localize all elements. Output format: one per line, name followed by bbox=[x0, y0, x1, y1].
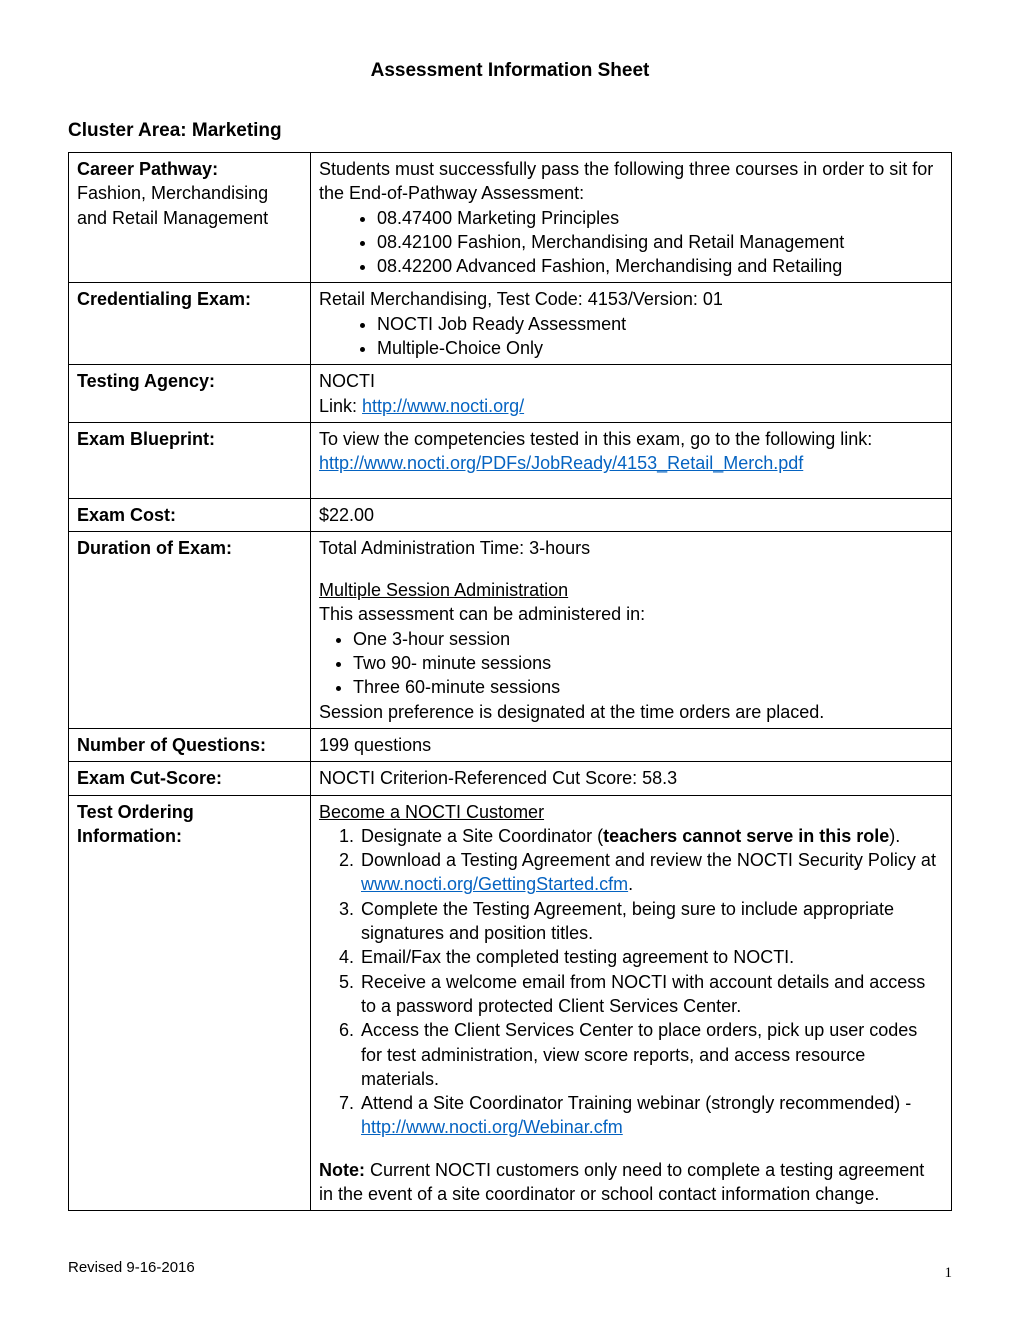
table-row: Testing Agency: NOCTI Link: http://www.n… bbox=[69, 365, 952, 423]
note-label: Note: bbox=[319, 1160, 365, 1180]
list-item: Multiple-Choice Only bbox=[377, 336, 943, 360]
row-label-numq: Number of Questions: bbox=[69, 728, 311, 761]
row-value-numq: 199 questions bbox=[311, 728, 952, 761]
spacer bbox=[319, 560, 943, 578]
row-label-ordering: Test Ordering Information: bbox=[69, 795, 311, 1211]
table-row: Career Pathway: Fashion, Merchandising a… bbox=[69, 153, 952, 283]
row-label-cost: Exam Cost: bbox=[69, 498, 311, 531]
row-value-blueprint: To view the competencies tested in this … bbox=[311, 422, 952, 498]
page-number: 1 bbox=[945, 1265, 953, 1282]
list-item: Access the Client Services Center to pla… bbox=[359, 1018, 943, 1091]
label-sub: Fashion, Merchandising and Retail Manage… bbox=[77, 183, 268, 227]
cluster-area: Cluster Area: Marketing bbox=[68, 120, 952, 142]
step-text: Attend a Site Coordinator Training webin… bbox=[361, 1093, 911, 1113]
intro-text: Retail Merchandising, Test Code: 4153/Ve… bbox=[319, 289, 723, 309]
link-prefix: Link: bbox=[319, 396, 362, 416]
list-item: Designate a Site Coordinator (teachers c… bbox=[359, 824, 943, 848]
list-item: Three 60-minute sessions bbox=[353, 675, 943, 699]
row-label-cutscore: Exam Cut-Score: bbox=[69, 762, 311, 795]
row-label-duration: Duration of Exam: bbox=[69, 531, 311, 728]
agency-name: NOCTI bbox=[319, 371, 375, 391]
row-value-career-pathway: Students must successfully pass the foll… bbox=[311, 153, 952, 283]
list-item: One 3-hour session bbox=[353, 627, 943, 651]
row-value-testing-agency: NOCTI Link: http://www.nocti.org/ bbox=[311, 365, 952, 423]
table-row: Test Ordering Information: Become a NOCT… bbox=[69, 795, 952, 1211]
row-label-blueprint: Exam Blueprint: bbox=[69, 422, 311, 498]
intro-text: Students must successfully pass the foll… bbox=[319, 159, 933, 203]
list-item: Download a Testing Agreement and review … bbox=[359, 848, 943, 897]
list-item: NOCTI Job Ready Assessment bbox=[377, 312, 943, 336]
label-text: Career Pathway: bbox=[77, 159, 218, 179]
list-item: Receive a welcome email from NOCTI with … bbox=[359, 970, 943, 1019]
session-sub: This assessment can be administered in: bbox=[319, 604, 645, 624]
row-label-testing-agency: Testing Agency: bbox=[69, 365, 311, 423]
session-heading: Multiple Session Administration bbox=[319, 580, 568, 600]
list-item: Email/Fax the completed testing agreemen… bbox=[359, 945, 943, 969]
table-row: Exam Cut-Score: NOCTI Criterion-Referenc… bbox=[69, 762, 952, 795]
note-text: Current NOCTI customers only need to com… bbox=[319, 1160, 924, 1204]
list-item: Attend a Site Coordinator Training webin… bbox=[359, 1091, 943, 1140]
intro-text: To view the competencies tested in this … bbox=[319, 429, 872, 449]
table-row: Number of Questions: 199 questions bbox=[69, 728, 952, 761]
list-item: Complete the Testing Agreement, being su… bbox=[359, 897, 943, 946]
table-row: Exam Cost: $22.00 bbox=[69, 498, 952, 531]
list-item: Two 90- minute sessions bbox=[353, 651, 943, 675]
page-title: Assessment Information Sheet bbox=[68, 60, 952, 82]
list-item: 08.42100 Fashion, Merchandising and Reta… bbox=[377, 230, 943, 254]
info-table: Career Pathway: Fashion, Merchandising a… bbox=[68, 152, 952, 1211]
nocti-link[interactable]: http://www.nocti.org/ bbox=[362, 396, 524, 416]
step-text: Download a Testing Agreement and review … bbox=[361, 850, 936, 870]
row-label-career-pathway: Career Pathway: Fashion, Merchandising a… bbox=[69, 153, 311, 283]
ordering-steps: Designate a Site Coordinator (teachers c… bbox=[319, 824, 943, 1140]
step-bold: teachers cannot serve in this role bbox=[603, 826, 889, 846]
getting-started-link[interactable]: www.nocti.org/GettingStarted.cfm bbox=[361, 874, 628, 894]
spacer bbox=[319, 1140, 943, 1158]
webinar-link[interactable]: http://www.nocti.org/Webinar.cfm bbox=[361, 1117, 623, 1137]
cluster-label: Cluster Area: bbox=[68, 120, 187, 141]
row-value-duration: Total Administration Time: 3-hours Multi… bbox=[311, 531, 952, 728]
list-item: 08.42200 Advanced Fashion, Merchandising… bbox=[377, 254, 943, 278]
session-list: One 3-hour session Two 90- minute sessio… bbox=[319, 627, 943, 700]
session-note: Session preference is designated at the … bbox=[319, 702, 824, 722]
exam-list: NOCTI Job Ready Assessment Multiple-Choi… bbox=[319, 312, 943, 361]
step-text: ). bbox=[889, 826, 900, 846]
table-row: Credentialing Exam: Retail Merchandising… bbox=[69, 283, 952, 365]
row-value-cost: $22.00 bbox=[311, 498, 952, 531]
ordering-heading: Become a NOCTI Customer bbox=[319, 802, 544, 822]
step-text: Designate a Site Coordinator ( bbox=[361, 826, 603, 846]
spacer bbox=[319, 476, 943, 494]
total-time: Total Administration Time: 3-hours bbox=[319, 538, 590, 558]
blueprint-link[interactable]: http://www.nocti.org/PDFs/JobReady/4153_… bbox=[319, 453, 803, 473]
course-list: 08.47400 Marketing Principles 08.42100 F… bbox=[319, 206, 943, 279]
table-row: Duration of Exam: Total Administration T… bbox=[69, 531, 952, 728]
cluster-value-text: Marketing bbox=[192, 120, 282, 141]
step-text: . bbox=[628, 874, 633, 894]
row-label-cred-exam: Credentialing Exam: bbox=[69, 283, 311, 365]
row-value-ordering: Become a NOCTI Customer Designate a Site… bbox=[311, 795, 952, 1211]
row-value-cred-exam: Retail Merchandising, Test Code: 4153/Ve… bbox=[311, 283, 952, 365]
list-item: 08.47400 Marketing Principles bbox=[377, 206, 943, 230]
table-row: Exam Blueprint: To view the competencies… bbox=[69, 422, 952, 498]
footer-text: Revised 9-16-2016 bbox=[68, 1259, 195, 1276]
row-value-cutscore: NOCTI Criterion-Referenced Cut Score: 58… bbox=[311, 762, 952, 795]
